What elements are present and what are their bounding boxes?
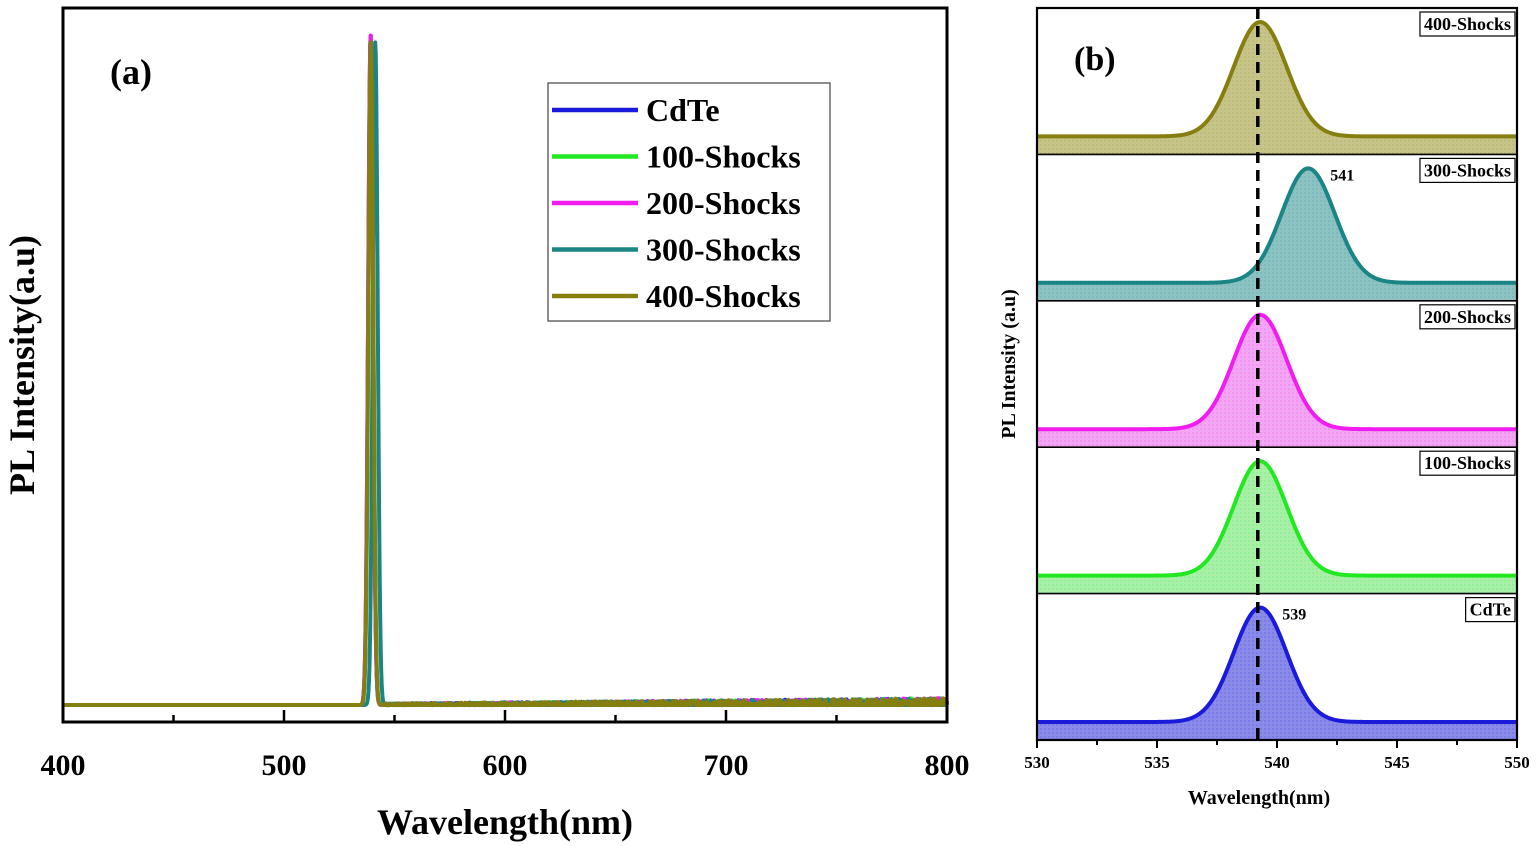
legend-label-100-shocks: 100-Shocks (646, 139, 801, 175)
x-tick-label: 600 (483, 749, 528, 782)
legend-label-cdte: CdTe (646, 92, 720, 128)
panel-b-ticks: 530 535 540 545 550 (1024, 740, 1530, 772)
area-fill-300-shocks (1037, 168, 1517, 301)
subpanel-label-box (1419, 304, 1516, 330)
subpanel-label-box (1419, 450, 1516, 476)
series-line-400-shocks (61, 40, 949, 707)
x-tick-label: 400 (41, 749, 86, 782)
area-line-cdte (1036, 605, 1518, 724)
x-tick-label: 530 (1024, 753, 1050, 772)
x-tick-label: 550 (1504, 753, 1530, 772)
peak-annotation-300-shocks: 541 (1330, 167, 1354, 184)
area-line-400-shocks (1036, 20, 1518, 139)
area-fill-200-shocks (1037, 314, 1517, 448)
area-fill-400-shocks (1037, 22, 1517, 155)
subpanel-label-box (1419, 11, 1516, 37)
panel-a-label: (a) (110, 52, 152, 92)
panel-a-xlabel: Wavelength(nm) (377, 802, 633, 842)
subpanel-label-box (1465, 596, 1516, 623)
x-tick-label: 535 (1144, 753, 1170, 772)
subpanel-label-200-shocks: 200-Shocks (1424, 307, 1511, 327)
subpanel-label-cdte: CdTe (1470, 600, 1511, 620)
panel-b-label: (b) (1074, 41, 1116, 78)
subpanel-label-100-shocks: 100-Shocks (1424, 453, 1511, 473)
legend-label-400-shocks: 400-Shocks (646, 278, 801, 314)
area-fill-100-shocks (1037, 461, 1517, 594)
x-tick-label: 540 (1264, 753, 1290, 772)
subpanel-cdte: CdTe 539 (1036, 592, 1518, 740)
x-tick-label: 700 (704, 749, 749, 782)
panel-a-series-group (61, 33, 949, 707)
x-tick-label: 545 (1384, 753, 1410, 772)
area-fill-cdte (1037, 607, 1517, 740)
panel-a-line-chart: 400 500 600 700 800 (a) Wavelength(nm) PL In… (2, 6, 970, 842)
panel-b-stacked-area-chart: 400-Shocks 300-Shocks 541 200-Shocks 100-Sho… (998, 6, 1530, 809)
panel-b-subpanels: 400-Shocks 300-Shocks 541 200-Shocks 100-Sho… (1036, 11, 1518, 740)
subpanel-label-400-shocks: 400-Shocks (1424, 14, 1511, 34)
legend-label-300-shocks: 300-Shocks (646, 232, 801, 268)
subpanel-label-box (1419, 157, 1516, 183)
panel-b-ylabel: PL Intensity (a.u) (998, 289, 1020, 438)
subpanel-100-shocks: 100-Shocks (1036, 446, 1518, 594)
x-tick-label: 500 (262, 749, 307, 782)
panel-b-xlabel: Wavelength(nm) (1188, 787, 1330, 809)
peak-annotation-cdte: 539 (1282, 607, 1306, 624)
x-tick-label: 800 (925, 749, 970, 782)
subpanel-300-shocks: 300-Shocks 541 (1036, 153, 1518, 301)
subpanel-label-300-shocks: 300-Shocks (1424, 160, 1511, 180)
area-line-100-shocks (1036, 459, 1518, 578)
subpanel-200-shocks: 200-Shocks (1036, 299, 1518, 448)
panel-a-ylabel: PL Intensity(a.u) (2, 235, 42, 495)
subpanel-400-shocks: 400-Shocks (1036, 11, 1518, 155)
area-line-300-shocks (1036, 166, 1518, 285)
panel-a-ticks: 400 500 600 700 800 (41, 710, 970, 782)
area-line-200-shocks (1036, 312, 1518, 432)
panel-a-legend: CdTe 100-Shocks 200-Shocks 300-Shocks 400-Sh… (547, 82, 831, 322)
legend-label-200-shocks: 200-Shocks (646, 185, 801, 221)
